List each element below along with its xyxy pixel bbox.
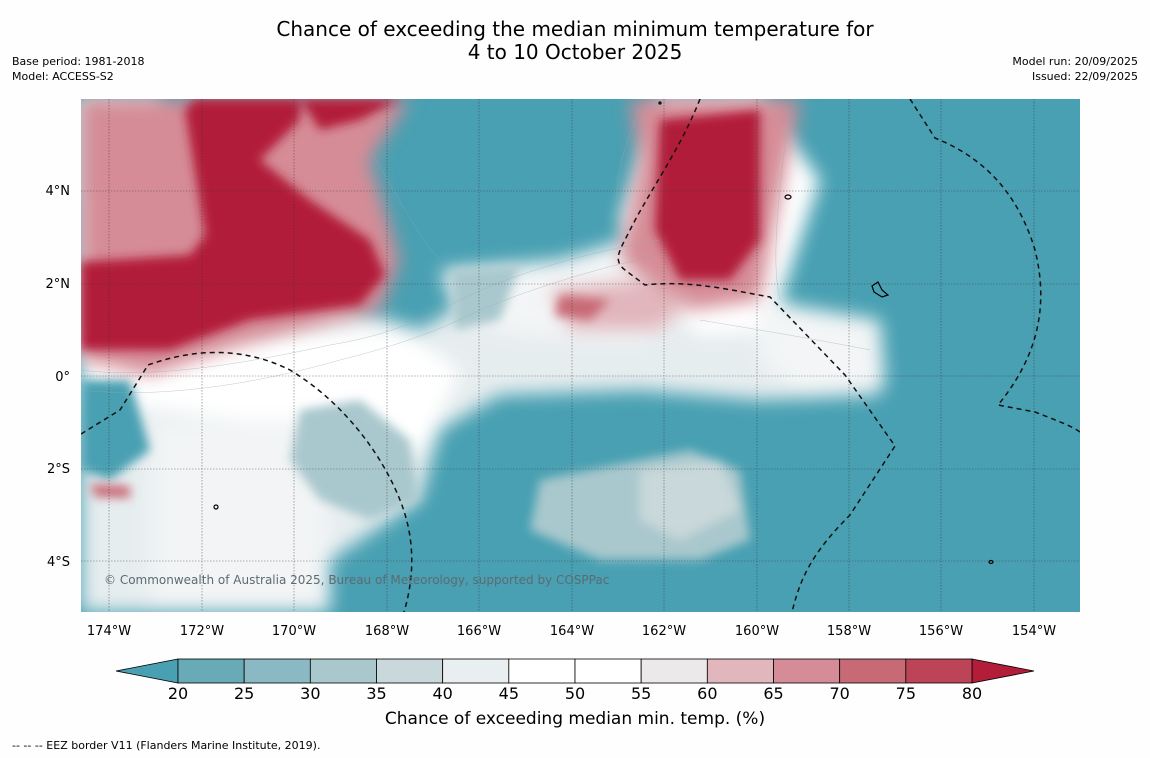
lon-label: 170°W	[272, 624, 316, 639]
colorbar-tick-label: 65	[763, 684, 783, 703]
colorbar-tick-label: 40	[432, 684, 452, 703]
colorbar-segment	[574, 658, 642, 684]
chart-title: Chance of exceeding the median minimum t…	[0, 18, 1150, 64]
model-run: Model run: 20/09/2025	[1012, 55, 1138, 68]
warm-field-core	[81, 99, 760, 498]
lat-axis: 4°N 2°N 0° 2°S 4°S	[46, 184, 71, 570]
colorbar: 20 25 30 35 40 45 50 55 60 65 70 75 80	[115, 658, 1035, 703]
map-field	[81, 99, 1080, 612]
colorbar-segment	[706, 658, 774, 684]
island-kiritimati	[871, 281, 890, 298]
eez-borders	[81, 99, 1080, 612]
island-small-3	[658, 101, 662, 105]
model-name: Model: ACCESS-S2	[12, 70, 114, 83]
island-teraina	[784, 194, 792, 200]
lat-label: 4°N	[46, 184, 71, 199]
colorbar-segment	[905, 658, 973, 684]
colorbar-segment	[177, 658, 245, 684]
meta-left: Base period: 1981-2018 Model: ACCESS-S2	[12, 54, 144, 84]
colorbar-segment	[640, 658, 708, 684]
lat-label: 0°	[55, 370, 70, 385]
colorbar-segment	[839, 658, 907, 684]
lon-label: 154°W	[1012, 624, 1056, 639]
lon-label: 172°W	[180, 624, 224, 639]
island-small-1	[213, 504, 219, 510]
eez-footnote: -- -- -- EEZ border V11 (Flanders Marine…	[12, 739, 321, 752]
colorbar-segment	[243, 658, 311, 684]
islands	[213, 101, 994, 565]
lon-label: 156°W	[919, 624, 963, 639]
colorbar-tick-label: 80	[962, 684, 982, 703]
lat-label: 2°S	[47, 462, 70, 477]
colorbar-tick-label: 45	[499, 684, 519, 703]
colorbar-segment	[508, 658, 576, 684]
lon-label: 158°W	[827, 624, 871, 639]
title-line-2: 4 to 10 October 2025	[467, 40, 683, 64]
colorbar-tick-label: 35	[366, 684, 386, 703]
colorbar-segment	[376, 658, 444, 684]
contour-lines	[81, 109, 871, 393]
lat-label: 2°N	[46, 277, 71, 292]
colorbar-segment	[773, 658, 841, 684]
island-small-2	[988, 559, 994, 565]
colorbar-tick-label: 70	[829, 684, 849, 703]
colorbar-tick-label: 25	[234, 684, 254, 703]
lon-label: 162°W	[642, 624, 686, 639]
lon-label: 160°W	[735, 624, 779, 639]
graticule	[81, 99, 1080, 612]
base-period: Base period: 1981-2018	[12, 55, 145, 68]
copyright-notice: © Commonwealth of Australia 2025, Bureau…	[104, 573, 609, 587]
lon-axis: 174°W 172°W 170°W 168°W 166°W 164°W 162°…	[87, 624, 1056, 639]
lon-label: 174°W	[87, 624, 131, 639]
colorbar-above-arrow	[971, 658, 1035, 684]
colorbar-segment	[442, 658, 510, 684]
colorbar-segment	[309, 658, 377, 684]
colorbar-tick-label: 30	[300, 684, 320, 703]
colorbar-tick-label: 55	[631, 684, 651, 703]
colorbar-tick-label: 50	[565, 684, 585, 703]
lon-label: 168°W	[365, 624, 409, 639]
meta-right: Model run: 20/09/2025 Issued: 22/09/2025	[1012, 54, 1138, 84]
lon-label: 166°W	[457, 624, 501, 639]
colorbar-tick-label: 60	[697, 684, 717, 703]
colorbar-tick-label: 20	[168, 684, 188, 703]
lat-label: 4°S	[47, 555, 70, 570]
lon-label: 164°W	[550, 624, 594, 639]
title-line-1: Chance of exceeding the median minimum t…	[276, 17, 874, 41]
issued-date: Issued: 22/09/2025	[1031, 70, 1138, 83]
colorbar-below-arrow	[115, 658, 179, 684]
colorbar-tick-label: 75	[896, 684, 916, 703]
colorbar-label: Chance of exceeding median min. temp. (%…	[384, 709, 766, 729]
